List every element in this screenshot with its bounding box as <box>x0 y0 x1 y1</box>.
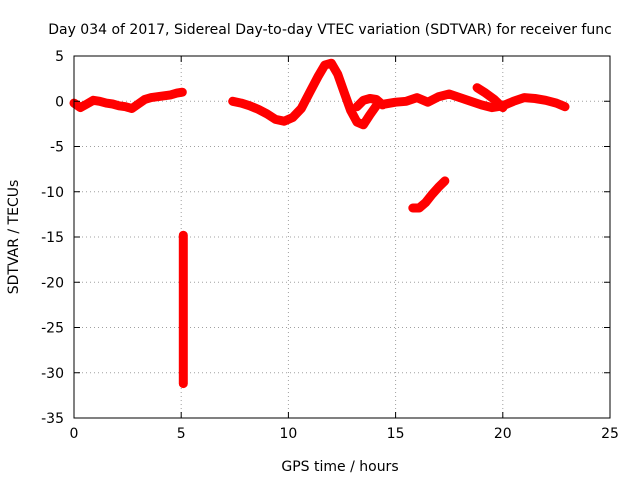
data-point <box>299 100 308 109</box>
grid <box>74 56 610 418</box>
data-point <box>340 88 349 97</box>
series-4 <box>380 89 570 113</box>
y-tick-label: -10 <box>41 185 64 201</box>
data-point <box>439 178 448 187</box>
data-point <box>310 80 319 89</box>
data-point <box>179 379 188 388</box>
data-point <box>179 276 188 285</box>
series-2 <box>228 58 381 130</box>
y-tick-label: -35 <box>41 411 64 427</box>
data-point <box>179 299 188 308</box>
y-tick-label: -15 <box>41 230 64 246</box>
data-point <box>297 104 306 113</box>
data-point <box>440 176 449 185</box>
data-point <box>303 92 312 101</box>
data-point <box>333 70 342 79</box>
ticks: 0 5 10 15 20 25 5 0 -5 -10 -15 -20 -25 -30 -35 <box>41 49 619 442</box>
x-tick-label: 10 <box>279 426 297 442</box>
y-tick-label: -30 <box>41 366 64 382</box>
data-point <box>336 79 345 88</box>
chart-title: Day 034 of 2017, Sidereal Day-to-day VTE… <box>48 22 612 38</box>
series-1 <box>69 87 187 113</box>
series-7 <box>178 230 188 389</box>
series-6 <box>408 176 450 213</box>
data-point <box>301 96 310 105</box>
y-tick-label: -25 <box>41 321 64 337</box>
data-point <box>179 345 188 354</box>
data-point <box>560 102 569 111</box>
data-point <box>179 337 188 346</box>
data-point <box>179 322 188 331</box>
data-point <box>305 88 314 97</box>
data-point <box>341 92 350 101</box>
data-point <box>179 254 188 263</box>
data-point <box>343 97 352 106</box>
y-tick-label: 0 <box>55 94 64 110</box>
data-point <box>179 330 188 339</box>
data-point <box>498 103 507 112</box>
y-tick-label: -5 <box>50 140 64 156</box>
y-tick-label: 5 <box>55 49 64 65</box>
x-tick-label: 5 <box>177 426 186 442</box>
x-tick-label: 15 <box>387 426 405 442</box>
x-tick-label: 0 <box>70 426 79 442</box>
data-point <box>312 75 321 84</box>
x-tick-label: 25 <box>601 426 619 442</box>
data-point <box>178 88 187 97</box>
data-point <box>338 83 347 92</box>
y-axis-label: SDTVAR / TECUs <box>6 180 22 295</box>
y-tick-label: -20 <box>41 275 64 291</box>
x-axis-label: GPS time / hours <box>281 459 398 475</box>
series-5 <box>472 83 508 113</box>
data-point <box>179 231 188 240</box>
x-tick-label: 20 <box>494 426 512 442</box>
data-point <box>335 74 344 83</box>
data-point <box>307 84 316 93</box>
data-layer <box>69 58 570 389</box>
data-point <box>344 101 353 110</box>
